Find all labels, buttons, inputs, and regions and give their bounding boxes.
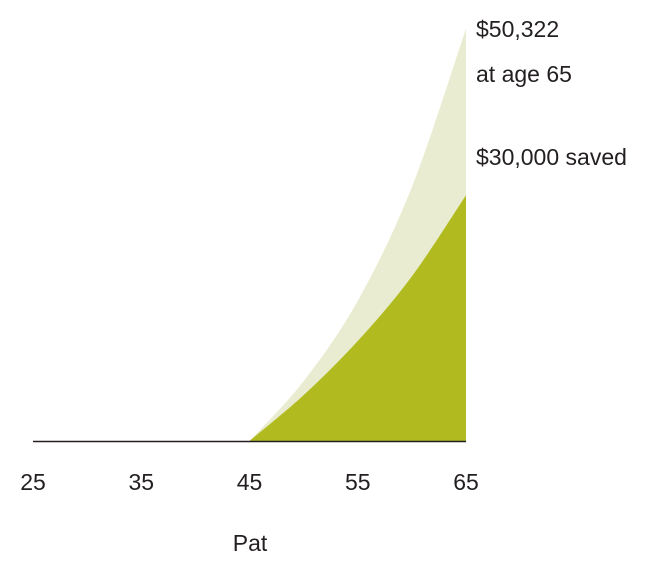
amount-saved-area bbox=[249, 195, 466, 441]
amount-saved-annotation: $30,000 saved bbox=[476, 144, 627, 170]
x-tick-label-55: 55 bbox=[345, 469, 371, 495]
x-tick-label-45: 45 bbox=[237, 469, 263, 495]
x-tick-label-35: 35 bbox=[128, 469, 154, 495]
x-axis-label: Pat bbox=[233, 530, 268, 556]
x-tick-label-65: 65 bbox=[453, 469, 479, 495]
x-tick-label-25: 25 bbox=[20, 469, 46, 495]
x-axis-ticks: 25 35 45 55 65 bbox=[20, 469, 479, 495]
final-value-annotation: $50,322 bbox=[476, 16, 559, 42]
at-age-annotation: at age 65 bbox=[476, 61, 572, 87]
